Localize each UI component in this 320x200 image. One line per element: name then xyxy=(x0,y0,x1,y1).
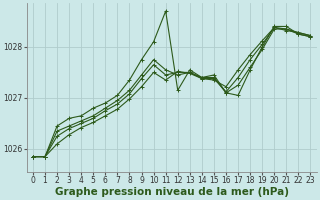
X-axis label: Graphe pression niveau de la mer (hPa): Graphe pression niveau de la mer (hPa) xyxy=(55,187,289,197)
